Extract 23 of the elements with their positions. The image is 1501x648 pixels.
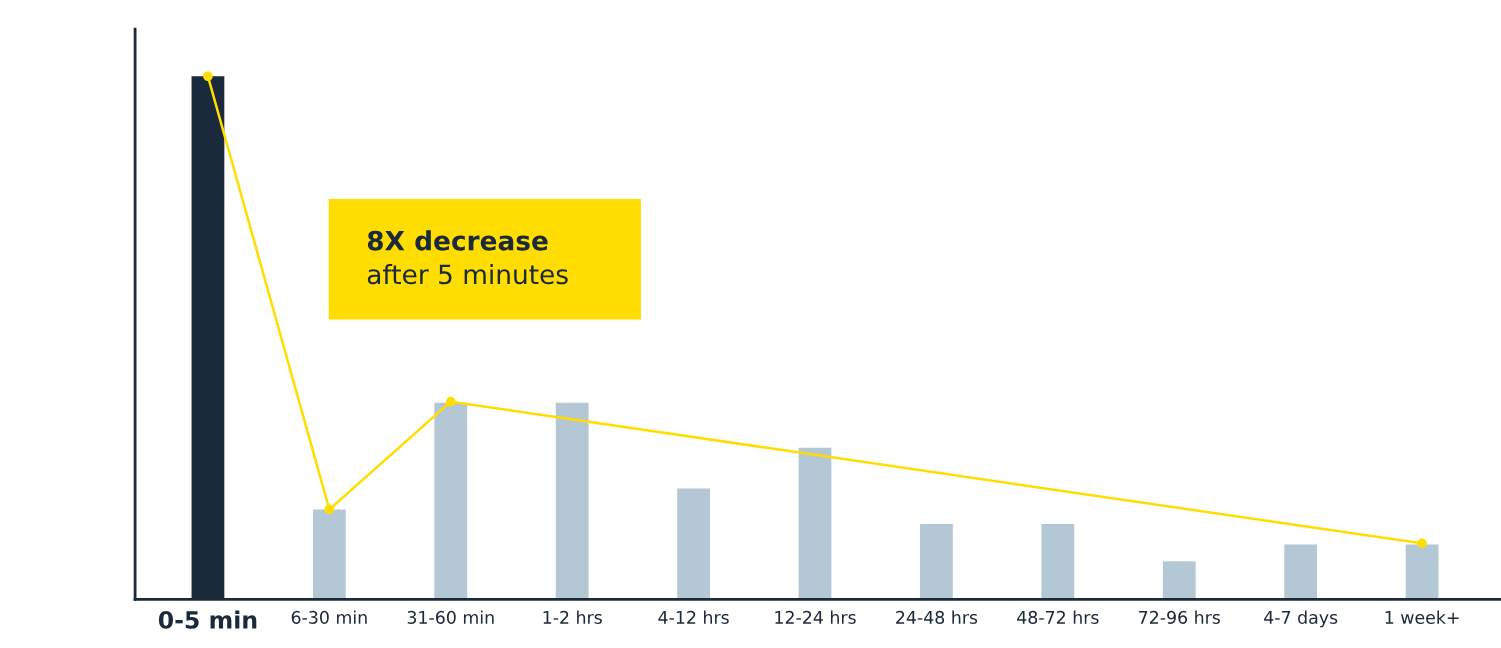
bar: [1405, 544, 1439, 600]
annotation: 8X decrease: [367, 230, 548, 251]
x-tick-label: 1-2 hrs: [543, 610, 602, 624]
x-tick-label: 4-12 hrs: [658, 610, 729, 624]
bar: [1284, 544, 1318, 600]
x-tick-label: 0-5 min: [158, 610, 257, 629]
x-tick-label: 31-60 min: [407, 610, 494, 624]
bar: [1162, 561, 1196, 600]
bar: [312, 509, 346, 600]
x-tick-label: 48-72 hrs: [1017, 610, 1099, 624]
bar: [677, 488, 710, 600]
x-tick-label: 24-48 hrs: [896, 610, 978, 624]
x-tick-label: 6-30 min: [291, 610, 367, 624]
x-tick-label: 1 week+: [1385, 610, 1459, 624]
bar: [555, 402, 589, 600]
bar: [1041, 524, 1075, 600]
x-tick-label: 4-7 days: [1264, 610, 1338, 628]
annotation: after 5 minutes: [367, 263, 568, 285]
bar: [798, 447, 832, 600]
bar: [920, 524, 953, 600]
bar: [434, 402, 468, 600]
x-tick-label: 72-96 hrs: [1139, 610, 1220, 624]
x-tick-label: 12-24 hrs: [775, 610, 856, 624]
